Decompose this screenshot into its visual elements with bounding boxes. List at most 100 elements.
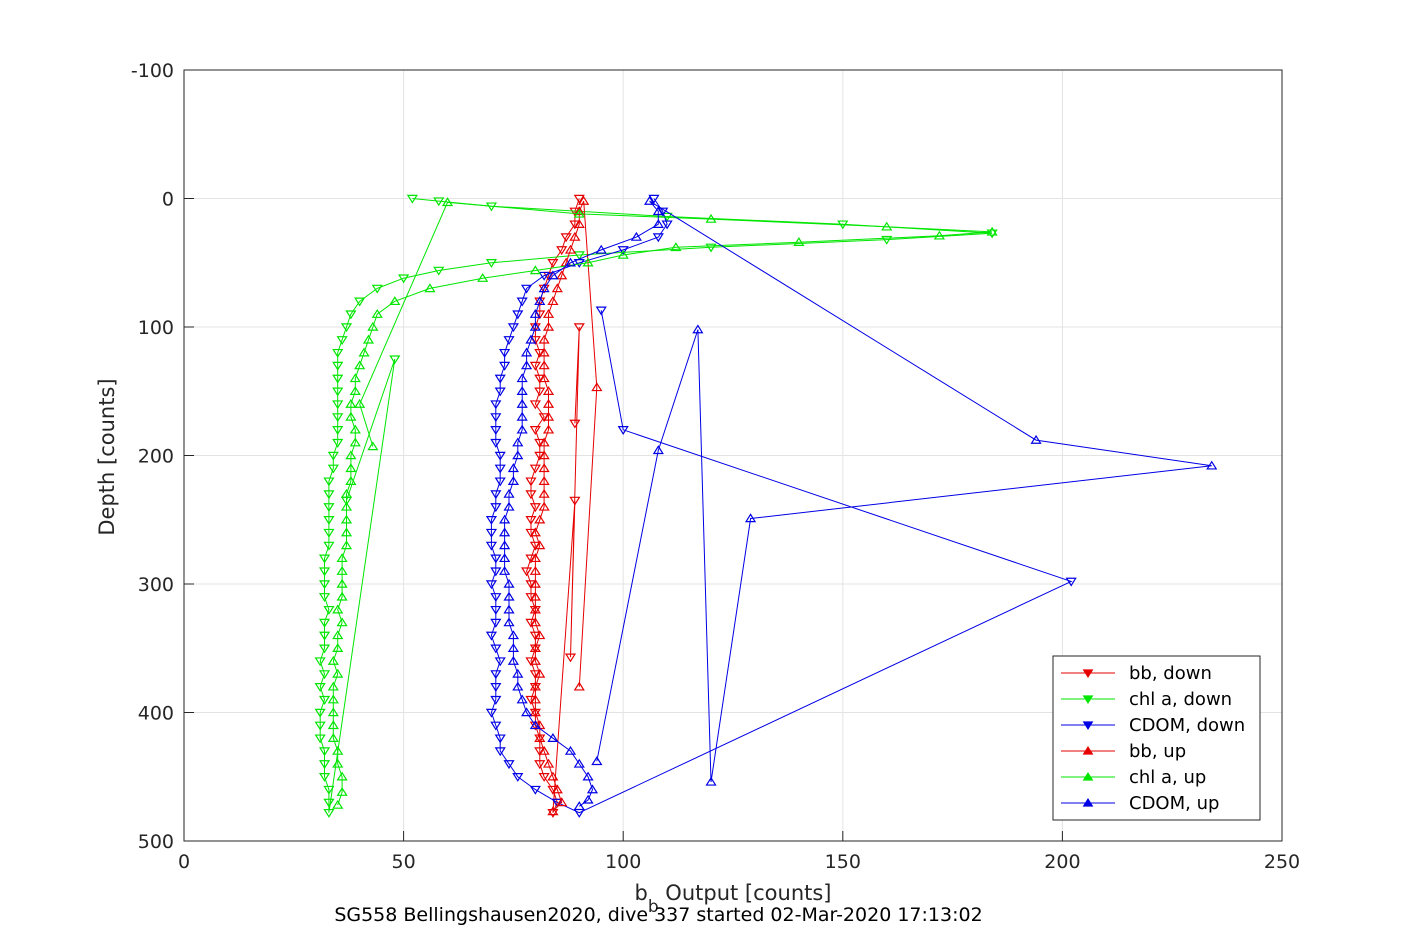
series-line xyxy=(490,198,1073,814)
data-point xyxy=(490,554,502,564)
data-point xyxy=(652,206,664,216)
data-point xyxy=(503,617,515,627)
data-point xyxy=(327,681,339,691)
data-point xyxy=(512,772,524,782)
data-point xyxy=(516,424,528,434)
data-point xyxy=(490,567,502,577)
data-point xyxy=(490,413,502,423)
data-point xyxy=(314,708,326,718)
data-point xyxy=(538,463,550,473)
data-point xyxy=(648,194,660,204)
data-point xyxy=(507,630,519,640)
x-axis-label-subscript: b xyxy=(648,897,659,917)
data-point xyxy=(371,284,383,294)
data-point xyxy=(340,488,353,498)
data-point xyxy=(534,540,546,550)
data-point xyxy=(485,528,498,538)
data-point xyxy=(477,272,489,282)
data-point xyxy=(547,259,559,268)
data-point xyxy=(367,441,379,451)
data-point xyxy=(314,734,326,744)
data-point xyxy=(542,386,555,395)
data-point xyxy=(349,437,361,447)
data-point xyxy=(318,695,331,705)
y-tick-label: 0 xyxy=(162,189,174,211)
legend-marker xyxy=(1082,772,1094,781)
data-point xyxy=(661,220,673,230)
legend-label: CDOM, down xyxy=(1129,715,1245,736)
data-point xyxy=(534,760,546,770)
data-point xyxy=(345,450,357,460)
data-point xyxy=(542,398,555,408)
data-point xyxy=(534,514,546,524)
y-tick-label: 300 xyxy=(138,574,174,596)
data-point xyxy=(538,450,550,460)
data-point xyxy=(494,464,506,474)
data-point xyxy=(314,657,326,667)
data-point xyxy=(318,618,331,628)
data-point xyxy=(705,243,717,253)
data-point xyxy=(499,361,511,371)
data-point xyxy=(573,208,585,218)
data-point xyxy=(367,321,379,331)
data-point xyxy=(507,643,519,653)
data-point xyxy=(349,424,361,434)
data-point xyxy=(485,259,498,268)
data-point xyxy=(490,618,502,628)
data-point xyxy=(529,785,541,795)
data-point xyxy=(441,197,454,207)
data-point xyxy=(332,374,344,384)
data-point xyxy=(542,308,555,318)
x-tick-label: 150 xyxy=(825,851,861,873)
data-point xyxy=(327,720,339,730)
data-point xyxy=(345,310,357,320)
data-point xyxy=(529,321,541,331)
data-point xyxy=(507,463,519,473)
data-point xyxy=(345,411,357,421)
data-point xyxy=(692,324,704,334)
data-point xyxy=(323,798,335,808)
data-point xyxy=(503,488,515,498)
series-line xyxy=(319,198,993,813)
data-point xyxy=(512,310,524,320)
data-point xyxy=(318,593,331,603)
data-point xyxy=(705,213,717,223)
data-point xyxy=(569,496,581,506)
data-point xyxy=(529,426,541,435)
data-point xyxy=(499,514,511,524)
data-point xyxy=(340,323,353,333)
x-tick-label: 250 xyxy=(1264,851,1300,873)
data-point xyxy=(371,308,383,318)
data-point xyxy=(490,438,502,448)
data-point xyxy=(398,274,410,284)
data-point xyxy=(705,776,717,786)
data-point xyxy=(573,206,585,216)
data-point xyxy=(538,271,550,281)
data-point xyxy=(318,747,331,757)
data-point xyxy=(538,373,550,383)
data-point xyxy=(318,772,331,782)
series-cdom-up xyxy=(499,195,1218,811)
data-point xyxy=(340,540,353,550)
data-point xyxy=(336,617,348,627)
series-cdom-down xyxy=(485,194,1077,818)
data-point xyxy=(494,387,506,397)
series-bb-down xyxy=(520,194,585,818)
data-point xyxy=(512,681,524,691)
data-point xyxy=(529,604,541,614)
data-point xyxy=(534,668,546,678)
data-point xyxy=(318,580,331,590)
data-point xyxy=(542,758,555,768)
data-point xyxy=(332,438,344,448)
data-point xyxy=(494,451,506,461)
data-point xyxy=(512,668,524,678)
data-point xyxy=(538,334,550,344)
y-tick-label: 400 xyxy=(138,703,174,725)
data-point xyxy=(1065,577,1077,587)
data-point xyxy=(332,400,344,410)
data-point xyxy=(332,745,344,755)
data-point xyxy=(327,707,339,717)
data-point xyxy=(433,197,445,207)
data-point xyxy=(332,426,344,435)
data-point xyxy=(336,336,348,346)
